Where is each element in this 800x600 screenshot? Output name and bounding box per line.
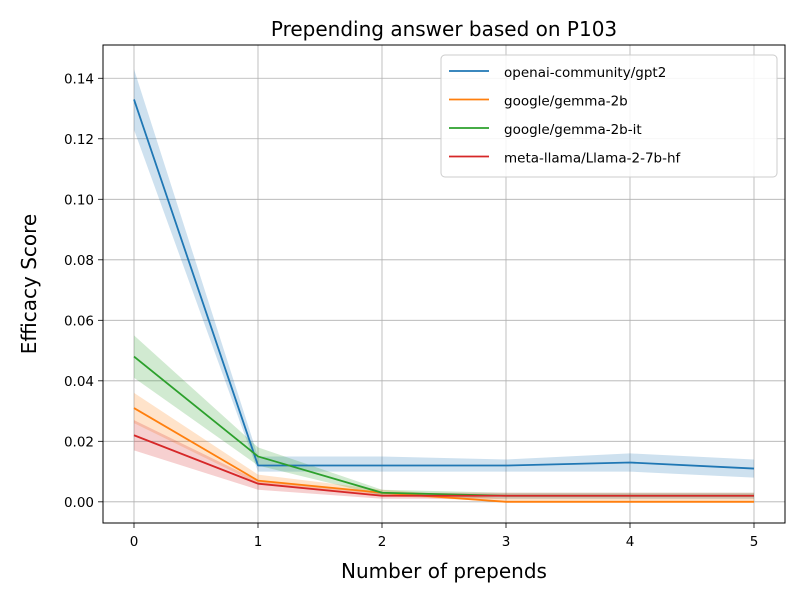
- x-tick-label: 2: [378, 534, 387, 550]
- x-axis-label: Number of prepends: [341, 559, 547, 583]
- plot-frame: [102, 44, 786, 524]
- legend-label-0: openai-community/gpt2: [504, 65, 666, 81]
- series-line-0: [133, 99, 755, 470]
- legend: openai-community/gpt2 google/gemma-2b goog…: [440, 54, 778, 178]
- x-tick-label: 5: [750, 534, 759, 550]
- axis-ticks: 0 1 2 3 4 5 0.00 0.02 0.04 0.06 0.08 0.10 0.12 0.14: [64, 71, 758, 550]
- y-axis-label: Efficacy Score: [17, 214, 41, 354]
- x-tick-label: 1: [254, 534, 263, 550]
- series-line-3: [133, 434, 754, 497]
- y-tick-label: 0.06: [64, 313, 94, 329]
- y-tick-label: 0.08: [64, 253, 94, 269]
- x-tick-label: 3: [502, 534, 511, 550]
- y-tick-label: 0.12: [64, 132, 94, 148]
- x-tick-label: 4: [626, 534, 635, 550]
- series-lines: [133, 99, 755, 503]
- y-tick-label: 0.10: [64, 192, 94, 208]
- legend-label-1: google/gemma-2b: [504, 94, 628, 110]
- y-tick-label: 0.02: [64, 434, 94, 450]
- chart-title: Prepending answer based on P103: [271, 17, 617, 41]
- x-tick-label: 0: [130, 534, 139, 550]
- y-tick-label: 0.04: [64, 374, 94, 390]
- legend-label-2: google/gemma-2b-it: [504, 122, 642, 138]
- series-line-1: [133, 407, 754, 503]
- y-tick-label: 0.00: [64, 495, 94, 511]
- legend-box: [440, 54, 778, 178]
- y-tick-label: 0.14: [64, 71, 94, 87]
- legend-label-3: meta-llama/Llama-2-7b-hf: [504, 151, 682, 167]
